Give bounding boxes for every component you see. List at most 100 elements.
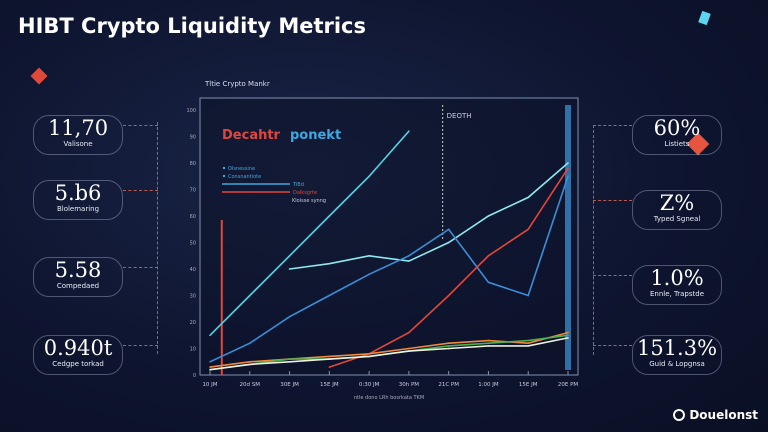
metric-label: Blolemaring [56,205,100,213]
legend-swatch [222,166,226,170]
y-tick-label: 90 [190,135,196,141]
connector-line [123,190,158,191]
data-point [527,228,530,231]
metric-label: Listiets [664,140,690,148]
y-tick-label: 100 [186,108,196,114]
metric-value: 151.3% [636,336,718,360]
data-point [368,355,370,358]
data-point [567,331,569,334]
connector-line [593,345,632,346]
legend-entry: Consnantiote [228,174,261,180]
metric-card: 60% Listiets [632,115,722,155]
data-point [447,241,450,244]
data-point [288,254,291,257]
y-tick-label: 40 [190,267,196,273]
y-tick-label: 20 [190,320,196,326]
metric-card: 1.0% Ennle, Trapstde [632,265,722,305]
brand-name: Douelonst [689,408,758,422]
data-point [447,342,450,345]
data-point [248,363,251,366]
connector-line [593,125,594,355]
data-point [328,215,331,217]
data-point [487,215,490,217]
metric-value: 60% [653,116,701,140]
data-point [288,360,291,363]
data-point [567,334,569,337]
x-tick-label: 1:00 JM [478,382,499,388]
data-point [328,366,331,368]
data-point [248,342,251,345]
metric-card: 11,70 Valisone [33,115,123,155]
metric-card: 5.58 Compedaed [33,257,123,297]
metric-value: 11,70 [47,116,109,140]
metric-card: 0.940t Cedgpe torkad [33,335,123,375]
color-scale-bar [565,105,571,370]
data-point [288,315,291,318]
metric-value: 0.940t [43,336,113,360]
data-point [408,254,410,257]
data-point [368,254,370,257]
x-axis-label: ntle dono LRh bosrkata TKM [354,395,424,401]
legend-entry: Olsnessine [228,166,255,172]
data-point [209,334,211,337]
metric-card: Z% Typed Sgneal [632,190,722,230]
metric-value: 5.58 [54,258,102,282]
data-point [288,268,291,270]
data-point [209,366,211,368]
metric-value: 5.b6 [54,181,102,205]
data-point [368,353,370,355]
logo-icon [673,409,686,421]
data-point [487,339,490,342]
connector-line [593,125,632,126]
y-tick-label: 30 [190,294,196,300]
series-line [209,130,410,336]
data-point [209,360,211,363]
x-tick-label: 30E JM [280,382,299,388]
data-point [328,294,331,297]
data-point [527,345,530,347]
y-tick-label: 50 [190,241,196,247]
chart-annotation: DEOTH [447,112,472,120]
y-tick-label: 10 [190,347,196,353]
connector-line [123,267,158,268]
metric-label: Valisone [63,140,93,148]
data-point [527,294,530,297]
metric-label: Cedgpe torkad [52,360,104,368]
data-point [567,162,569,164]
data-point [527,196,530,199]
x-tick-label: 10 JM [202,382,217,388]
plot-frame [199,97,579,376]
data-point [288,358,291,360]
data-point [328,355,331,358]
connector-line [157,122,158,354]
y-tick-label: 0 [193,373,196,379]
metric-card: 5.b6 Blolemaring [33,180,123,220]
data-point [567,175,569,178]
data-point [368,273,370,276]
x-tick-label: 21C PM [438,382,459,388]
metric-label: Ennle, Trapstde [650,290,704,298]
series-line [289,162,569,270]
data-point [487,254,490,257]
connector-line [123,125,158,126]
data-point [408,347,410,350]
connector-line [123,345,158,346]
brand-logo: Douelonst [673,408,758,422]
data-point [328,358,331,360]
data-point [328,262,331,265]
metric-label: Typed Sgneal [653,215,701,223]
data-point [408,130,410,132]
data-point [447,347,450,350]
metric-card: 151.3% Guid & Lopgnsa [632,335,722,375]
data-point [408,331,410,334]
data-point [527,342,530,345]
data-point [567,337,569,339]
data-point [447,345,450,347]
metric-value: Z% [659,191,695,215]
chart-heading-left: Decahtr [222,128,281,143]
data-point [527,339,530,342]
chart-title: Tltie Crypto Mankr [205,80,270,88]
y-tick-label: 80 [190,161,196,167]
connector-line [593,200,632,201]
